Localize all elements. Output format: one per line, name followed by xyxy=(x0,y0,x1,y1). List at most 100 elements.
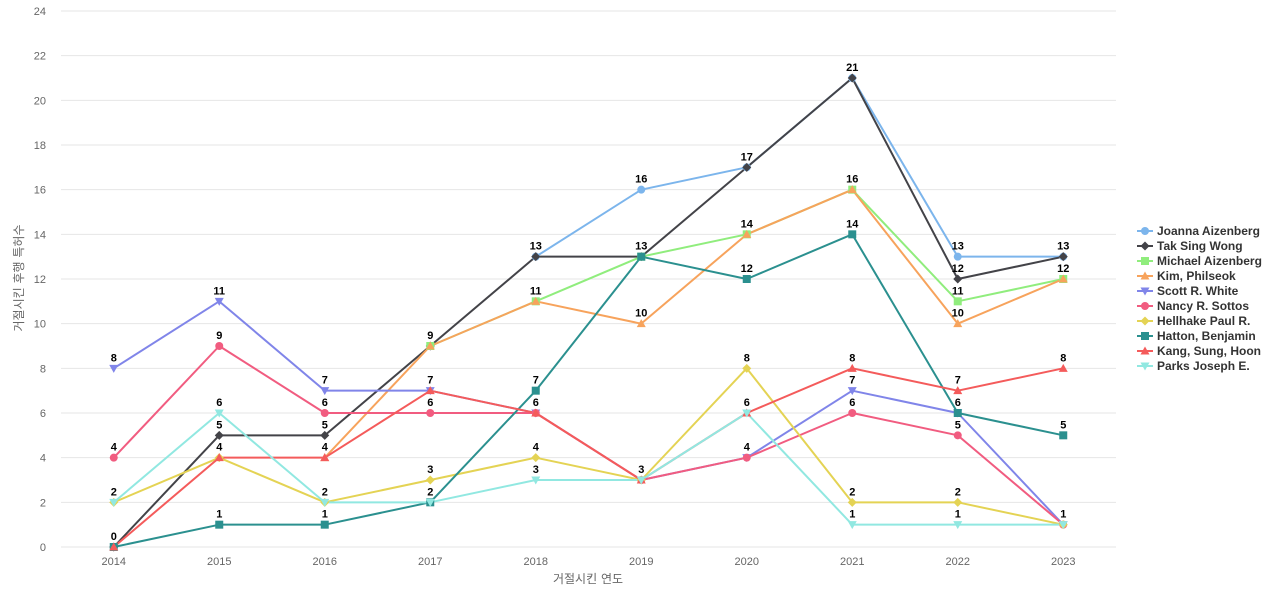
y-tick-label: 12 xyxy=(34,274,46,286)
data-label: 3 xyxy=(427,464,433,476)
legend-item-parks-joseph-e[interactable]: Parks Joseph E. xyxy=(1137,359,1250,373)
y-tick-label: 8 xyxy=(40,363,46,375)
data-label: 9 xyxy=(427,330,433,342)
data-point-parks-joseph-e xyxy=(1058,521,1068,530)
legend-label: Hellhake Paul R. xyxy=(1157,314,1250,328)
data-label: 8 xyxy=(849,352,855,364)
data-label: 4 xyxy=(533,442,540,454)
x-tick-label: 2019 xyxy=(629,556,653,568)
data-label: 11 xyxy=(530,285,542,297)
series-lines xyxy=(112,77,1065,548)
legend-symbol xyxy=(1141,227,1149,235)
legend-item-michael-aizenberg[interactable]: Michael Aizenberg xyxy=(1137,254,1262,268)
legend-symbol xyxy=(1140,316,1150,326)
data-point-kang-sung-hoon xyxy=(953,386,963,395)
data-label: 1 xyxy=(322,509,328,521)
data-point-nancy-r-sottos xyxy=(215,342,224,350)
series-line-parks-joseph-e xyxy=(112,412,1065,526)
legend-item-nancy-r-sottos[interactable]: Nancy R. Sottos xyxy=(1137,299,1249,313)
data-point-parks-joseph-e xyxy=(109,498,119,507)
data-point-kang-sung-hoon xyxy=(320,453,330,462)
legend-item-hatton-benjamin[interactable]: Hatton, Benjamin xyxy=(1137,329,1256,343)
legend-item-tak-sing-wong[interactable]: Tak Sing Wong xyxy=(1137,239,1243,253)
data-label: 2 xyxy=(427,486,433,498)
data-label: 12 xyxy=(741,263,753,275)
data-label: 6 xyxy=(955,397,961,409)
data-point-hellhake-paul-r xyxy=(953,497,963,507)
legend-item-kang-sung-hoon[interactable]: Kang, Sung, Hoon xyxy=(1137,344,1261,358)
data-point-kim-philseok xyxy=(847,185,857,194)
data-label: 4 xyxy=(744,442,751,454)
legend-item-kim-philseok[interactable]: Kim, Philseok xyxy=(1137,269,1236,283)
data-label: 7 xyxy=(533,375,539,387)
x-tick-label: 2016 xyxy=(313,556,337,568)
data-point-kang-sung-hoon xyxy=(1058,363,1068,372)
series-line-hellhake-paul-r xyxy=(112,367,1065,526)
data-label: 6 xyxy=(216,397,222,409)
data-label: 8 xyxy=(111,352,117,364)
legend-symbol xyxy=(1140,241,1150,251)
data-point-kim-philseok xyxy=(742,229,752,238)
data-label: 10 xyxy=(635,308,647,320)
y-tick-label: 14 xyxy=(34,229,46,241)
x-tick-label: 2022 xyxy=(946,556,970,568)
data-point-parks-joseph-e xyxy=(214,409,224,418)
data-point-parks-joseph-e xyxy=(320,498,330,507)
data-point-nancy-r-sottos xyxy=(742,453,751,462)
data-point-joanna-aizenberg xyxy=(637,185,646,194)
data-point-kang-sung-hoon xyxy=(531,408,541,417)
data-point-parks-joseph-e xyxy=(531,476,541,485)
x-tick-label: 2015 xyxy=(207,556,231,568)
data-label: 1 xyxy=(955,509,961,521)
series-line-kim-philseok xyxy=(323,188,1065,459)
x-axis-title: 거절시킨 연도 xyxy=(553,572,623,586)
y-tick-label: 4 xyxy=(40,453,46,465)
data-label: 6 xyxy=(427,397,433,409)
data-label: 9 xyxy=(216,330,222,342)
y-tick-label: 16 xyxy=(34,185,46,197)
data-label: 0 xyxy=(111,531,117,543)
legend-label: Hatton, Benjamin xyxy=(1157,329,1256,343)
data-point-scott-r-white xyxy=(109,364,119,373)
data-point-parks-joseph-e xyxy=(847,521,857,530)
x-tick-label: 2017 xyxy=(418,556,442,568)
legend-symbol xyxy=(1140,362,1150,371)
data-point-kim-philseok xyxy=(425,341,435,350)
data-point-kim-philseok xyxy=(1058,274,1068,283)
data-point-hatton-benjamin xyxy=(742,275,751,283)
y-tick-label: 10 xyxy=(34,319,46,331)
data-label: 7 xyxy=(955,375,961,387)
x-tick-label: 2021 xyxy=(840,556,864,568)
data-point-nancy-r-sottos xyxy=(953,431,962,440)
legend-symbol xyxy=(1141,302,1149,310)
data-label: 16 xyxy=(635,174,647,186)
data-label: 2 xyxy=(322,486,328,498)
legend-item-joanna-aizenberg[interactable]: Joanna Aizenberg xyxy=(1137,224,1260,238)
data-label: 13 xyxy=(952,241,964,253)
data-label: 4 xyxy=(111,442,118,454)
data-point-tak-sing-wong xyxy=(742,162,752,172)
data-point-michael-aizenberg xyxy=(953,297,962,306)
data-point-kang-sung-hoon xyxy=(425,386,435,395)
x-tick-label: 2018 xyxy=(524,556,548,568)
data-point-parks-joseph-e xyxy=(742,409,752,418)
x-tick-label: 2023 xyxy=(1051,556,1075,568)
legend-item-scott-r-white[interactable]: Scott R. White xyxy=(1137,284,1239,298)
data-label: 13 xyxy=(1057,241,1069,253)
data-label: 8 xyxy=(744,352,750,364)
legend-symbol xyxy=(1140,271,1150,280)
data-point-scott-r-white xyxy=(847,387,857,396)
series-line-tak-sing-wong xyxy=(112,77,1065,548)
data-label: 11 xyxy=(213,285,225,297)
legend-item-hellhake-paul-r[interactable]: Hellhake Paul R. xyxy=(1137,314,1250,328)
data-point-hatton-benjamin xyxy=(848,230,857,239)
data-label: 3 xyxy=(638,464,644,476)
data-point-kang-sung-hoon xyxy=(214,453,224,462)
data-point-hatton-benjamin xyxy=(531,386,540,395)
data-label: 5 xyxy=(1060,419,1066,431)
data-label: 5 xyxy=(955,419,961,431)
data-label: 4 xyxy=(322,442,329,454)
legend-label: Tak Sing Wong xyxy=(1157,239,1243,253)
data-point-kim-philseok xyxy=(636,319,646,328)
